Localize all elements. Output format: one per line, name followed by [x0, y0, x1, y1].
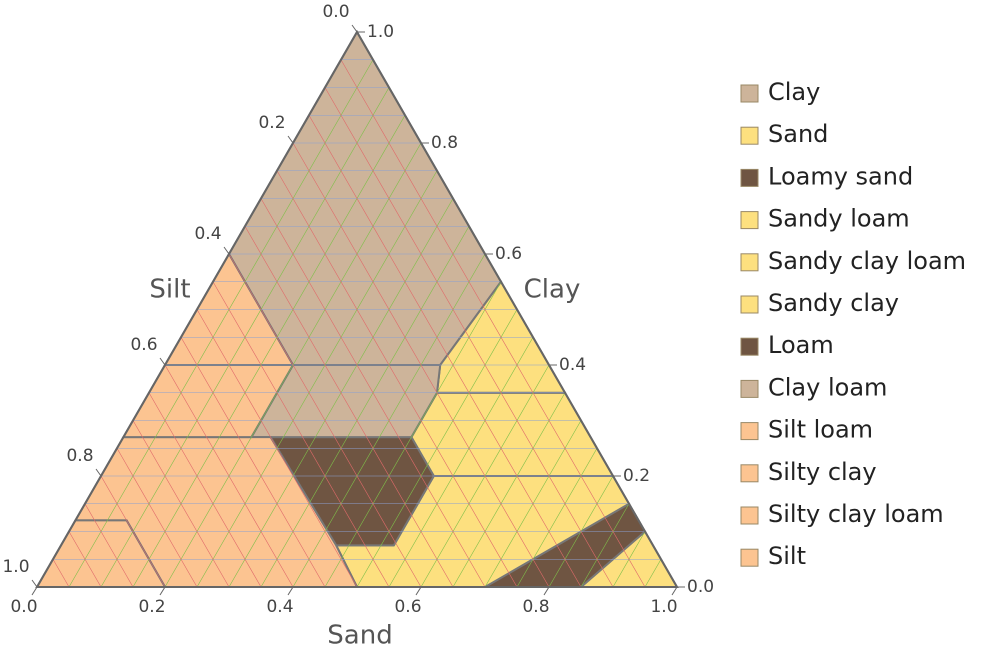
grid-line	[340, 59, 646, 588]
grid-line	[388, 337, 534, 588]
tick-mark	[543, 586, 550, 596]
legend-label: Sandy loam	[768, 205, 910, 233]
legend-label: Silt loam	[768, 416, 873, 444]
legend-label: Sandy clay loam	[768, 247, 966, 275]
tick-mark	[159, 357, 166, 366]
legend-label: Loamy sand	[768, 162, 913, 190]
overlay: 0.0 0.2 0.4 0.6 0.8 1.0 0.0 0.2 0.4 0.6 0.8 1.0 0.0 0…	[2, 2, 966, 617]
grid-line	[132, 115, 406, 588]
silt-axis-label: Silt	[149, 275, 190, 305]
legend-swatch	[740, 337, 759, 356]
tick-mark	[159, 586, 166, 596]
tick-mark	[223, 246, 230, 255]
legend-swatch	[740, 506, 759, 525]
legend-label: Silty clay	[768, 458, 877, 486]
grid-line	[148, 392, 262, 588]
legend-swatch	[740, 422, 759, 441]
triangle-frame	[35, 29, 679, 588]
tick-mark	[95, 468, 102, 477]
grid-line	[180, 337, 326, 588]
legend-label: Clay loam	[768, 373, 887, 401]
legend-swatch	[740, 211, 759, 230]
tick-mark	[31, 579, 38, 588]
silt-tick-label: 1.0	[2, 557, 29, 577]
grid-line	[580, 503, 630, 588]
grid-line	[276, 170, 518, 588]
tick-mark	[287, 586, 294, 596]
clay-tick-label: 0.4	[559, 355, 586, 375]
legend-swatch	[740, 464, 759, 483]
clay-tick-label: 0.0	[687, 577, 714, 597]
grid-line	[452, 392, 566, 588]
silt-tick-label: 0.8	[66, 446, 93, 466]
legend-label: Sand	[768, 120, 828, 148]
legend-swatch	[740, 84, 759, 103]
legend-swatch	[740, 168, 759, 187]
grid-line	[324, 87, 614, 588]
sand-tick-label: 1.0	[650, 597, 677, 617]
grid-line	[196, 309, 358, 588]
grid-line	[244, 226, 454, 588]
grid	[36, 31, 678, 588]
legend-label: Silty clay loam	[768, 500, 944, 528]
legend-label: Loam	[768, 331, 834, 359]
sand-tick-label: 0.6	[394, 597, 421, 617]
sand-axis-label: Sand	[327, 621, 392, 651]
legend-swatch	[740, 548, 759, 567]
grid-line	[228, 253, 422, 588]
clay-tick-label: 1.0	[367, 22, 394, 42]
grid-line	[100, 475, 166, 588]
legend-swatch	[740, 295, 759, 314]
silt-tick-label: 0.6	[130, 335, 157, 355]
grid-line	[308, 115, 582, 588]
legend-swatch	[740, 253, 759, 272]
legend-label: Clay	[768, 78, 820, 106]
tick-mark	[287, 135, 294, 144]
grid-line	[68, 59, 374, 588]
silt-tick-label: 0.4	[194, 224, 221, 244]
grid-line	[324, 281, 502, 588]
grid-line	[68, 531, 102, 588]
grid-line	[84, 503, 134, 588]
grid-line	[212, 281, 390, 588]
legend-swatch	[740, 379, 759, 398]
sand-tick-label: 0.0	[10, 597, 37, 617]
legend-label: Sandy clay	[768, 289, 899, 317]
sand-tick-label: 0.8	[522, 597, 549, 617]
grid-line	[52, 559, 70, 588]
legend-swatch	[740, 126, 759, 145]
clay-axis-label: Clay	[524, 275, 581, 305]
tick-mark	[351, 24, 358, 33]
silt-tick-label: 0.2	[258, 113, 285, 133]
clay-tick-label: 0.8	[431, 133, 458, 153]
grid-line	[292, 142, 550, 588]
sand-tick-label: 0.4	[266, 597, 293, 617]
clay-tick-label: 0.6	[495, 244, 522, 264]
sand-tick-label: 0.2	[138, 597, 165, 617]
legend-label: Silt	[768, 542, 806, 570]
grid-line	[260, 198, 486, 588]
grid-line	[260, 226, 470, 588]
silt-tick-label: 0.0	[322, 2, 349, 22]
grid-line	[132, 420, 230, 588]
grid-line	[644, 559, 662, 588]
tick-mark	[31, 586, 38, 596]
tick-mark	[415, 586, 422, 596]
region	[410, 391, 615, 477]
clay-tick-label: 0.2	[623, 466, 650, 486]
grid-line	[116, 448, 198, 588]
tick-mark	[671, 586, 678, 596]
grid-line	[196, 170, 438, 588]
grid-line	[164, 364, 294, 588]
grid-line	[516, 448, 598, 588]
